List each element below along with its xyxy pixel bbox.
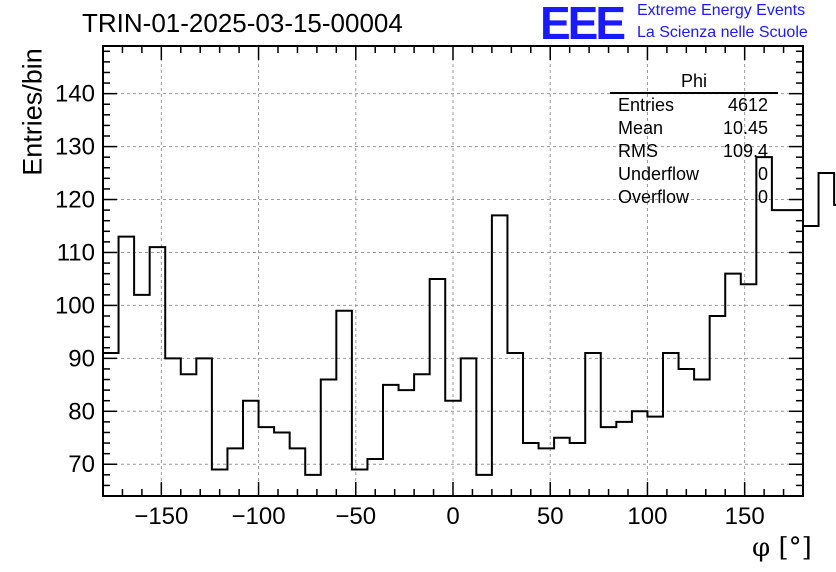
stats-label: Entries [618, 95, 675, 115]
stats-label: RMS [618, 141, 658, 161]
x-tick-label: 0 [446, 503, 459, 530]
logo-line-1: Extreme Energy Events [637, 2, 806, 19]
stats-label: Mean [618, 118, 664, 138]
axis-ticks [102, 46, 804, 497]
stats-row-rms: RMS 109.4 [610, 140, 778, 163]
y-tick-label: 100 [55, 292, 95, 319]
stats-value: 0 [757, 164, 768, 184]
eee-logo: EEE [540, 0, 626, 49]
y-tick-label: 140 [55, 81, 95, 108]
stats-label: Underflow [618, 164, 700, 184]
y-axis-label: Entries/bin [17, 48, 48, 176]
stats-row-overflow: Overflow 0 [610, 186, 778, 209]
stats-box-title: Phi [610, 70, 778, 94]
stats-label: Overflow [618, 187, 690, 207]
logo-line-2: La Scienza nelle Scuole [637, 24, 808, 41]
histogram-step-line [103, 156, 836, 476]
x-tick-label: 100 [627, 503, 667, 530]
y-tick-label: 70 [68, 451, 95, 478]
stats-value: 109.4 [722, 141, 768, 161]
x-tick-label: −150 [134, 503, 188, 530]
y-tick-label: 110 [57, 239, 95, 266]
stats-row-mean: Mean 10.45 [610, 117, 778, 140]
x-tick-label: 150 [725, 503, 765, 530]
axis-tick-labels: −150 −100 −50 0 50 100 150 70 80 90 100 110 120 130 14… [55, 81, 765, 530]
chart-title: TRIN-01-2025-03-15-00004 [82, 8, 403, 38]
y-tick-label: 80 [68, 398, 95, 425]
stats-row-entries: Entries 4612 [610, 94, 778, 117]
y-tick-label: 120 [55, 187, 95, 214]
stats-value: 10.45 [722, 118, 768, 138]
x-tick-label: −100 [232, 503, 286, 530]
grid-lines [103, 46, 803, 496]
stats-box: Phi Entries 4612 Mean 10.45 RMS 109.4 Un… [610, 70, 778, 209]
y-tick-label: 130 [55, 134, 95, 161]
y-tick-label: 90 [68, 345, 95, 372]
stats-row-underflow: Underflow 0 [610, 163, 778, 186]
stats-value: 0 [757, 187, 768, 207]
x-tick-label: −50 [335, 503, 376, 530]
x-tick-label: 50 [537, 503, 564, 530]
stats-value: 4612 [727, 95, 768, 115]
x-axis-label: φ [°] [752, 533, 812, 563]
